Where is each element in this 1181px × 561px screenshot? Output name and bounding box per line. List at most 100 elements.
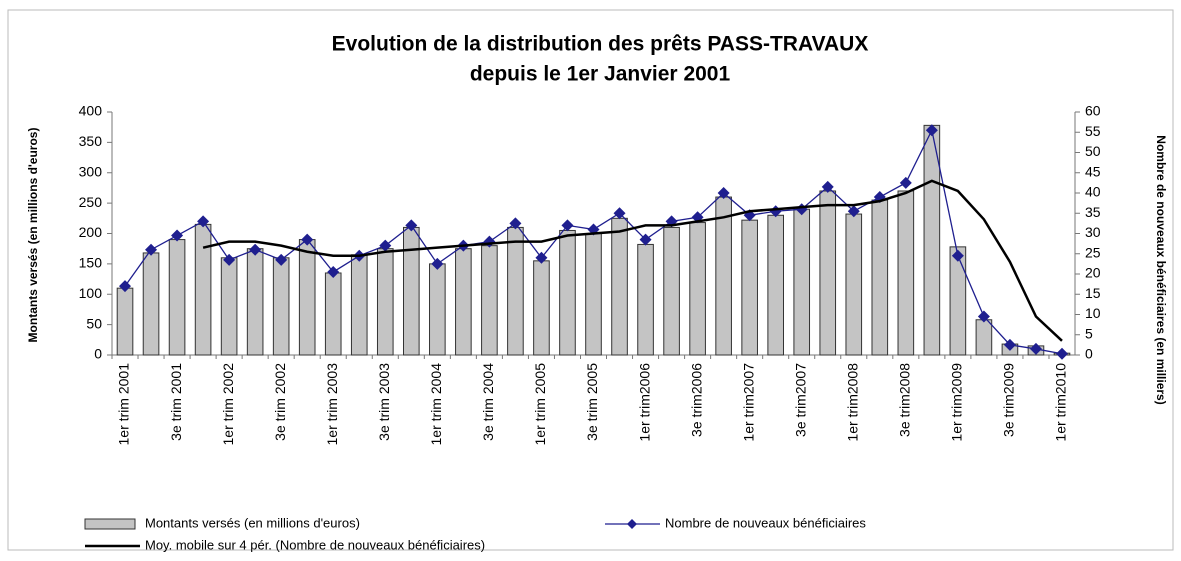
y-tick-label: 250 <box>79 194 103 210</box>
point <box>145 243 158 256</box>
y2-tick-label: 25 <box>1085 244 1101 260</box>
bar <box>741 219 758 356</box>
point <box>379 239 392 252</box>
bar <box>949 246 967 356</box>
y2-tick-label: 55 <box>1085 123 1101 139</box>
y2-tick-label: 60 <box>1085 103 1101 119</box>
bar <box>559 229 576 356</box>
point <box>405 219 418 232</box>
y-tick-label: 0 <box>94 346 102 362</box>
bar <box>194 223 212 356</box>
legend-marker <box>627 519 637 529</box>
point <box>1055 347 1068 360</box>
point <box>197 215 210 228</box>
legend-label: Nombre de nouveaux bénéficiaires <box>665 515 866 530</box>
x-tick-label: 1er trim 2004 <box>428 363 444 446</box>
bar <box>663 226 680 356</box>
y2-tick-label: 45 <box>1085 163 1101 179</box>
x-tick-label: 1er trim 2001 <box>116 363 132 446</box>
y2-tick-label: 40 <box>1085 184 1101 200</box>
point <box>613 207 626 220</box>
point <box>171 229 184 242</box>
x-tick-label: 1er trim2006 <box>636 363 652 442</box>
x-tick-label: 1er trim 2002 <box>220 363 236 446</box>
y2-axis-label: Nombre de nouveaux bénéficiaires (en mil… <box>1154 135 1168 404</box>
bar <box>533 260 550 356</box>
bar <box>324 272 342 356</box>
bar <box>403 226 420 356</box>
point <box>899 176 912 189</box>
bar <box>220 257 238 356</box>
y-tick-label: 50 <box>86 315 102 331</box>
point <box>223 253 236 266</box>
x-tick-label: 1er trim 2003 <box>324 363 340 446</box>
x-tick-label: 1er trim2010 <box>1053 363 1069 442</box>
x-tick-label: 3e trim2009 <box>1001 363 1017 437</box>
bar <box>168 239 186 356</box>
point <box>951 249 964 262</box>
chart-frame <box>7 9 1174 551</box>
bar <box>793 208 811 356</box>
bar <box>116 287 134 356</box>
y-tick-label: 150 <box>79 255 103 271</box>
point <box>301 233 314 246</box>
bar <box>142 252 160 356</box>
bar <box>689 222 706 356</box>
bar <box>715 196 732 356</box>
x-tick-label: 3e trim 2004 <box>480 363 496 441</box>
chart-subtitle: depuis le 1er Janvier 2001 <box>470 63 731 86</box>
y2-tick-label: 50 <box>1085 143 1101 159</box>
y-axis-label: Montants versés (en millions d'euros) <box>26 128 40 343</box>
point <box>639 233 652 246</box>
point <box>509 217 522 230</box>
point <box>119 280 132 293</box>
y-tick-label: 400 <box>79 103 103 119</box>
y2-tick-label: 35 <box>1085 204 1101 220</box>
legend-label: Montants versés (en millions d'euros) <box>145 515 360 530</box>
y-tick-label: 300 <box>79 163 103 179</box>
point <box>925 124 938 137</box>
bar <box>923 124 941 356</box>
moving-average <box>202 179 1063 342</box>
point <box>249 243 262 256</box>
y2-tick-label: 10 <box>1085 305 1101 321</box>
x-tick-label: 1er trim 2005 <box>532 363 548 446</box>
point <box>717 187 730 199</box>
bar <box>481 245 498 356</box>
bar <box>871 199 889 356</box>
bar <box>845 213 863 356</box>
legend-label: Moy. mobile sur 4 pér. (Nombre de nouvea… <box>145 537 485 552</box>
point <box>847 205 860 218</box>
x-tick-label: 3e trim 2002 <box>272 363 288 441</box>
bar <box>975 319 993 356</box>
point <box>977 310 990 323</box>
point <box>821 180 834 193</box>
x-tick-label: 1er trim2009 <box>949 363 965 442</box>
bar <box>350 254 368 356</box>
y-tick-label: 200 <box>79 224 103 240</box>
point <box>561 219 574 232</box>
bar <box>767 214 784 356</box>
point <box>535 251 548 264</box>
bar <box>897 190 915 356</box>
bar <box>376 248 394 356</box>
bar <box>507 226 524 356</box>
x-tick-label: 3e trim 2005 <box>584 363 600 441</box>
y2-tick-label: 5 <box>1085 325 1093 341</box>
point <box>1003 338 1016 351</box>
bar <box>637 243 654 356</box>
bar <box>455 248 472 356</box>
y2-tick-label: 15 <box>1085 285 1101 301</box>
bar <box>585 233 602 356</box>
y-tick-label: 100 <box>79 285 103 301</box>
x-tick-label: 3e trim 2001 <box>168 363 184 441</box>
bar <box>429 263 446 356</box>
bar <box>272 257 290 356</box>
legend-swatch <box>84 518 136 530</box>
y2-tick-label: 20 <box>1085 265 1101 281</box>
chart-title: Evolution de la distribution des prêts P… <box>332 33 869 56</box>
bar <box>298 239 316 356</box>
y-tick-label: 350 <box>79 133 103 149</box>
bar <box>246 248 264 356</box>
